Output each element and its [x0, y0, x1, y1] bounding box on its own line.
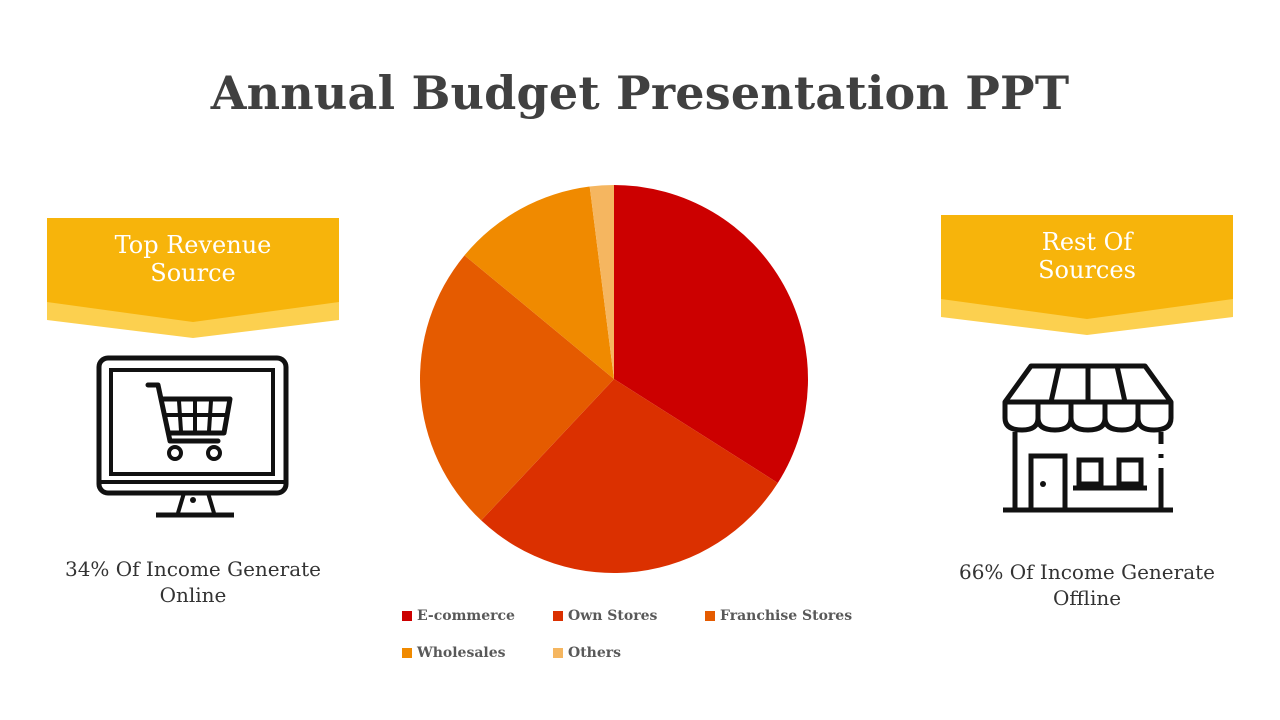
computer-shopping-cart-icon: [96, 355, 292, 525]
right-banner-title-line2: Sources: [1038, 256, 1136, 284]
legend-item: Own Stores: [553, 608, 657, 624]
legend-item: Wholesales: [402, 645, 506, 661]
pie-slice-wholesales: [464, 186, 614, 379]
storefront-icon: [1001, 362, 1175, 520]
right-caption-line2: Offline: [1052, 586, 1122, 610]
legend-label: Others: [568, 645, 622, 661]
legend-item: Franchise Stores: [705, 608, 852, 624]
left-banner-title-line1: Top Revenue: [114, 231, 272, 259]
left-caption-line1: 34% Of Income Generate: [64, 557, 322, 581]
pie-slice-own-stores: [481, 379, 778, 573]
right-banner: Rest Of Sources: [941, 215, 1233, 335]
legend-swatch: [402, 648, 412, 658]
legend-swatch: [705, 611, 715, 621]
legend-label: E-commerce: [417, 608, 515, 624]
legend-item: E-commerce: [402, 608, 515, 624]
right-banner-title-line1: Rest Of: [1041, 228, 1133, 256]
chart-legend: E-commerce Own Stores Franchise Stores Whol…: [402, 608, 872, 678]
legend-label: Own Stores: [568, 608, 658, 624]
pie-slice-franchise-stores: [420, 255, 614, 521]
left-banner: Top Revenue Source: [47, 218, 339, 338]
left-caption-line2: Online: [159, 583, 227, 607]
right-banner-shape: [941, 215, 1233, 335]
legend-swatch: [402, 611, 412, 621]
legend-label: Franchise Stores: [720, 608, 853, 624]
left-banner-title-line2: Source: [150, 259, 236, 287]
pie-chart: [420, 185, 809, 573]
legend-swatch: [553, 648, 563, 658]
pie-slice-others: [589, 185, 614, 379]
pie-slice-e-commerce: [614, 185, 809, 483]
left-banner-shape: [47, 218, 339, 338]
legend-label: Wholesales: [417, 645, 506, 661]
legend-swatch: [553, 611, 563, 621]
right-caption-line1: 66% Of Income Generate: [958, 560, 1216, 584]
legend-item: Others: [553, 645, 621, 661]
slide-title: Annual Budget Presentation PPT: [210, 66, 1070, 120]
